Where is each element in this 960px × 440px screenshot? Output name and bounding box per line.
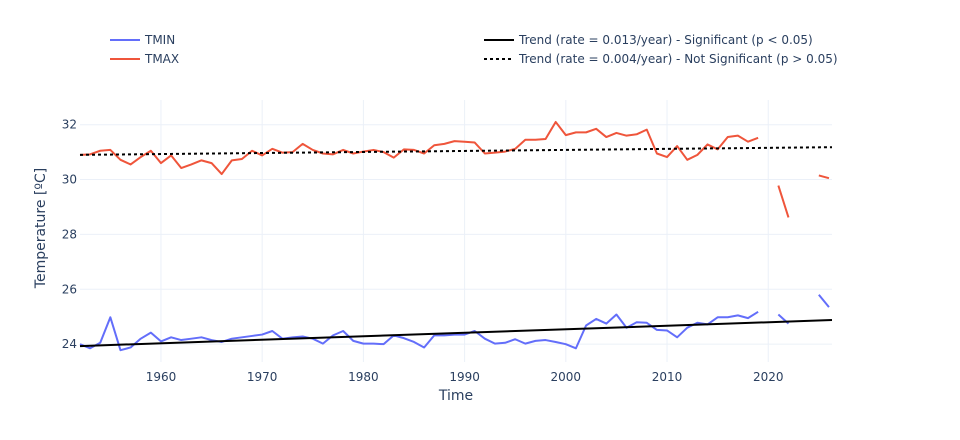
trend-rate-0-004-year-not-significant-p-0-05-line [79, 146, 833, 156]
grid [80, 100, 832, 362]
y-tick-label: 24 [62, 337, 77, 351]
x-tick-label: 2010 [652, 370, 683, 384]
y-axis-title: Temperature [ºC] [33, 168, 49, 289]
y-tick-label: 28 [62, 227, 77, 241]
legend-item-tmin: TMIN [110, 33, 175, 47]
y-tick-label: 26 [62, 282, 77, 296]
x-tick-label: 2020 [753, 370, 784, 384]
legend-item-trend-rate-0-004-year-not-significant-p-0-05: Trend (rate = 0.004/year) - Not Signific… [484, 52, 838, 66]
x-tick-label: 1960 [146, 370, 177, 384]
series-layer [79, 120, 833, 352]
x-tick-label: 1970 [247, 370, 278, 384]
series-tmax [79, 120, 830, 218]
x-axis-ticks: 1960 1970 1980 1990 2000 2010 2020 [146, 370, 784, 384]
legend-item-tmax: TMAX [110, 52, 179, 66]
tmax-line [79, 120, 830, 218]
series-trend-rate-0-013-year-significant-p-0-05 [79, 319, 833, 348]
x-axis-title: Time [438, 388, 473, 404]
x-tick-label: 1980 [348, 370, 379, 384]
legend-label: TMAX [144, 52, 179, 66]
x-tick-label: 2000 [551, 370, 582, 384]
y-tick-label: 32 [62, 118, 77, 132]
legend-label: Trend (rate = 0.013/year) - Significant … [518, 33, 813, 47]
x-tick-label: 1990 [449, 370, 480, 384]
legend-item-trend-rate-0-013-year-significant-p-0-05: Trend (rate = 0.013/year) - Significant … [484, 33, 813, 47]
legend: TMIN TMAX Trend (rate = 0.013/year) - Sign… [110, 33, 838, 66]
y-axis-ticks: 24 26 28 30 32 [62, 118, 77, 351]
legend-label: TMIN [144, 33, 175, 47]
legend-label: Trend (rate = 0.004/year) - Not Signific… [518, 52, 838, 66]
trend-rate-0-013-year-significant-p-0-05-line [79, 319, 833, 348]
y-tick-label: 30 [62, 173, 77, 187]
series-trend-rate-0-004-year-not-significant-p-0-05 [79, 146, 833, 156]
